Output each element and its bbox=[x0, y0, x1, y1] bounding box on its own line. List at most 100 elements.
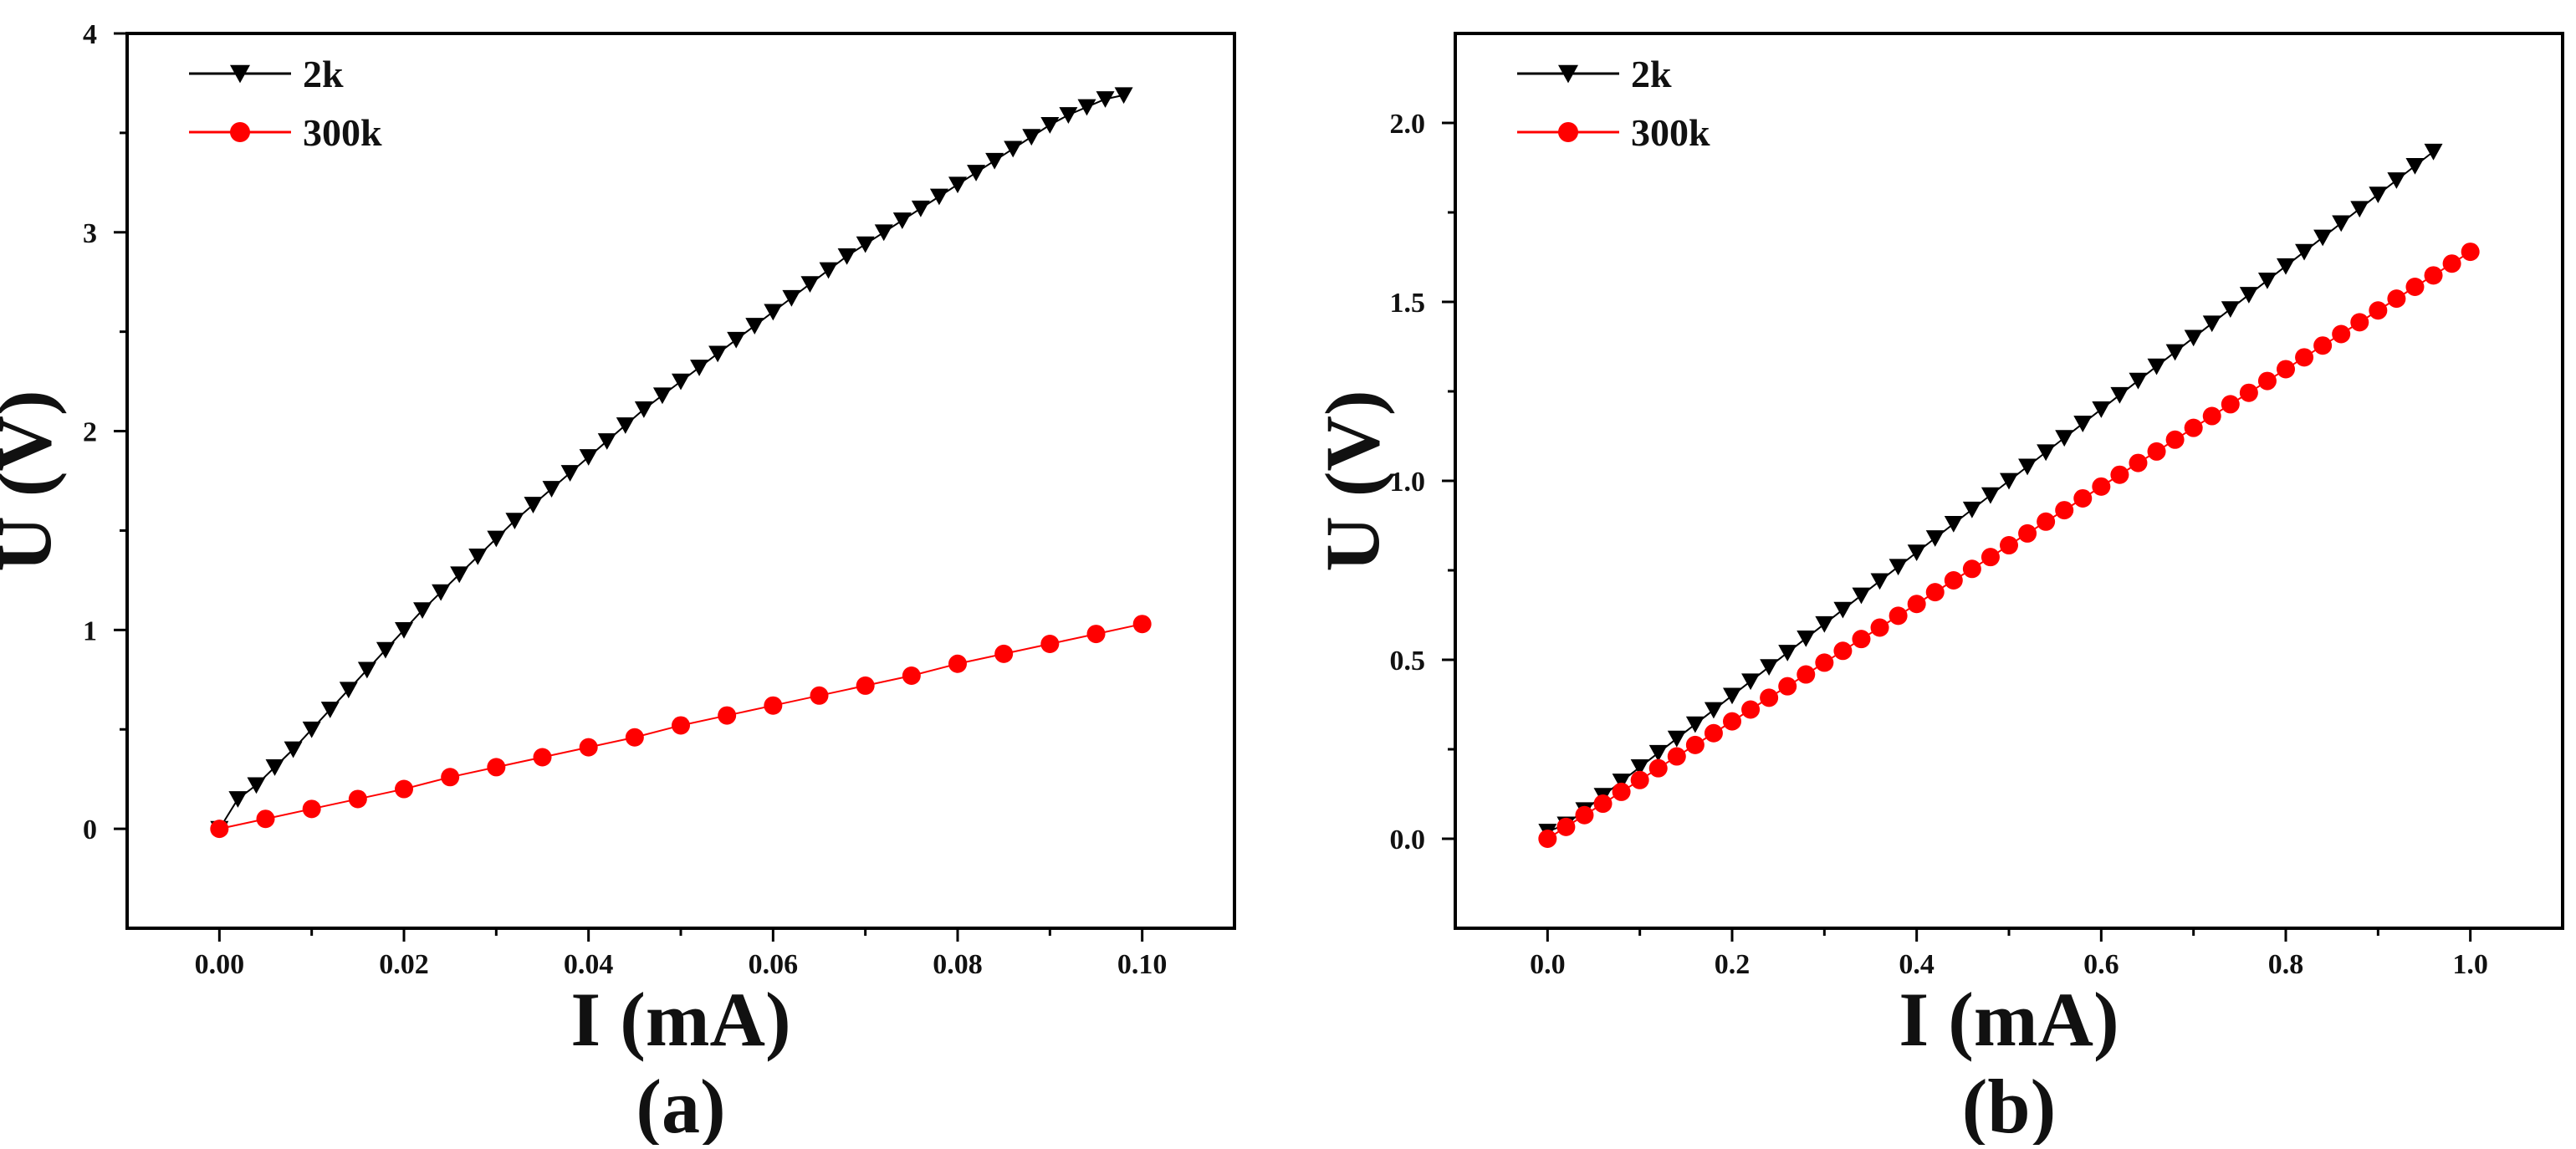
data-point bbox=[2202, 406, 2221, 426]
x-tick-label: 0.0 bbox=[1530, 949, 1566, 980]
data-point bbox=[1925, 530, 1945, 547]
data-point bbox=[2092, 477, 2111, 496]
data-point bbox=[1981, 487, 2000, 504]
data-point bbox=[533, 748, 552, 767]
data-point bbox=[1760, 659, 1779, 677]
data-point bbox=[2442, 254, 2461, 273]
data-point bbox=[2147, 442, 2166, 461]
chart-panel-a: 0.00 0.02 0.04 0.06 0.08 0.10 0 1 2 3 4 I (mA) U (V)… bbox=[0, 19, 1236, 1149]
legend: 2k 300k bbox=[1517, 53, 1710, 154]
data-point bbox=[985, 152, 1004, 170]
x-axis-label: I (mA) bbox=[1899, 977, 2119, 1062]
data-point bbox=[1096, 91, 1115, 108]
data-point bbox=[2055, 501, 2074, 520]
x-tick-label: 0.6 bbox=[2083, 949, 2119, 980]
data-point bbox=[856, 236, 875, 253]
legend-marker bbox=[230, 64, 250, 84]
data-point bbox=[1132, 615, 1152, 634]
y-tick-label: 0.0 bbox=[1390, 825, 1426, 855]
data-point bbox=[1648, 758, 1668, 778]
data-point bbox=[892, 212, 912, 229]
data-point bbox=[1815, 615, 1834, 633]
data-point bbox=[1004, 140, 1023, 158]
data-point bbox=[1870, 573, 1889, 590]
data-point bbox=[487, 530, 506, 548]
data-point bbox=[1630, 759, 1649, 776]
data-point bbox=[1723, 687, 1741, 705]
data-point bbox=[1685, 735, 1705, 754]
data-point bbox=[1907, 595, 1926, 614]
y-tick-label: 0 bbox=[83, 815, 97, 845]
data-point bbox=[625, 728, 644, 747]
data-point bbox=[2221, 301, 2240, 319]
series-2k bbox=[210, 87, 1133, 838]
y-tick-label: 1.0 bbox=[1390, 467, 1426, 498]
data-point bbox=[1833, 641, 1853, 661]
legend-marker bbox=[1558, 64, 1578, 84]
data-point bbox=[2129, 372, 2148, 390]
data-point bbox=[2184, 329, 2203, 347]
data-point bbox=[1077, 99, 1096, 116]
data-point bbox=[302, 799, 321, 819]
x-tick-label: 0.04 bbox=[564, 949, 614, 980]
data-point bbox=[782, 289, 801, 307]
panel-label: (b) bbox=[1962, 1064, 2056, 1145]
series-line bbox=[218, 94, 1124, 830]
data-point bbox=[247, 777, 266, 794]
data-point bbox=[560, 465, 580, 482]
data-point bbox=[718, 706, 737, 725]
data-point bbox=[542, 481, 561, 498]
data-point bbox=[2018, 523, 2037, 543]
data-point bbox=[395, 621, 413, 639]
data-point bbox=[764, 304, 783, 321]
data-point bbox=[1114, 87, 1133, 105]
y-tick-label: 4 bbox=[83, 19, 97, 50]
data-point bbox=[2221, 395, 2240, 414]
data-point bbox=[967, 165, 986, 181]
data-point bbox=[1907, 544, 1926, 562]
data-point bbox=[2037, 512, 2056, 531]
data-point bbox=[210, 820, 229, 839]
data-point bbox=[2000, 536, 2018, 555]
data-point bbox=[1962, 559, 1981, 579]
data-point bbox=[2277, 258, 2295, 275]
y-tick-label: 2 bbox=[83, 417, 97, 448]
y-tick-label: 0.5 bbox=[1390, 646, 1426, 677]
data-point bbox=[2369, 301, 2388, 320]
data-point bbox=[616, 417, 635, 434]
x-tick-label: 0.08 bbox=[933, 949, 983, 980]
data-point bbox=[727, 331, 746, 349]
data-point bbox=[2424, 143, 2443, 161]
y-tick-label: 1 bbox=[83, 615, 97, 646]
data-point bbox=[487, 758, 506, 777]
data-point bbox=[902, 666, 921, 686]
data-point bbox=[911, 200, 930, 217]
data-point bbox=[1667, 747, 1686, 766]
data-point bbox=[1981, 548, 2000, 567]
data-point bbox=[764, 696, 783, 715]
data-point bbox=[2257, 371, 2277, 391]
data-point bbox=[432, 584, 451, 601]
data-point bbox=[579, 449, 598, 466]
plot-frame bbox=[125, 32, 1236, 930]
data-point bbox=[1630, 770, 1649, 789]
data-point bbox=[672, 716, 690, 735]
legend-label: 300k bbox=[1631, 111, 1710, 154]
data-point bbox=[1086, 625, 1106, 644]
series-300k bbox=[1538, 243, 2480, 848]
data-point bbox=[2110, 386, 2129, 404]
data-point bbox=[376, 641, 395, 659]
legend-item-300k: 300k bbox=[189, 111, 382, 154]
y-tick-label: 2.0 bbox=[1390, 109, 1426, 140]
data-point bbox=[1648, 744, 1668, 762]
chart-panel-b: 0.0 0.2 0.4 0.6 0.8 1.0 0.0 0.5 1.0 1.5 2.0 I (mA) U… bbox=[1310, 32, 2564, 1149]
data-point bbox=[2239, 287, 2258, 304]
data-point bbox=[2165, 430, 2185, 449]
data-point bbox=[1704, 702, 1723, 719]
data-point bbox=[1059, 107, 1078, 124]
legend-label: 2k bbox=[1631, 53, 1672, 95]
data-point bbox=[856, 676, 875, 695]
data-point bbox=[1741, 700, 1761, 719]
x-axis-ticks: 0.00 0.02 0.04 0.06 0.08 0.10 bbox=[195, 928, 1167, 980]
